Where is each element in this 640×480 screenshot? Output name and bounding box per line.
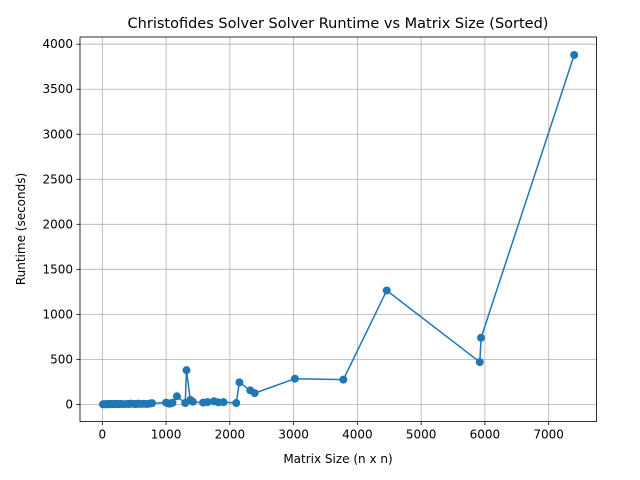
y-tick-label: 500	[50, 352, 73, 366]
x-axis: 0 1000 2000 3000 4000 5000 6000 7000	[98, 421, 564, 442]
y-tick-label: 0	[65, 397, 73, 411]
data-point	[339, 375, 348, 384]
data-point	[219, 398, 228, 407]
x-tick-label: 0	[98, 428, 106, 442]
y-tick-label: 2000	[42, 217, 73, 231]
x-tick-label: 1000	[151, 428, 182, 442]
data-point	[188, 397, 197, 406]
plot-area-frame	[79, 36, 597, 422]
x-tick-label: 5000	[406, 428, 437, 442]
data-point	[250, 389, 259, 398]
data-point	[235, 378, 244, 387]
data-point	[148, 399, 157, 408]
data-point	[172, 392, 181, 401]
series-runtime	[98, 51, 579, 409]
data-point	[168, 398, 177, 407]
y-tick-label: 1000	[42, 307, 73, 321]
y-tick-label: 2500	[42, 172, 73, 186]
y-tick-label: 1500	[42, 262, 73, 276]
x-tick-label: 2000	[215, 428, 246, 442]
grid-lines	[80, 37, 597, 422]
x-tick-label: 6000	[470, 428, 501, 442]
y-axis-label: Runtime (seconds)	[14, 173, 28, 285]
x-tick-label: 7000	[533, 428, 564, 442]
data-point	[475, 358, 484, 367]
data-point	[203, 398, 212, 407]
series-line	[102, 54, 575, 406]
y-tick-label: 3500	[42, 82, 73, 96]
data-point	[232, 399, 241, 408]
y-axis: 0 500 1000 1500 2000 2500 3000 3500 4000	[42, 37, 80, 411]
data-point	[290, 374, 299, 383]
data-point	[382, 286, 391, 295]
x-tick-label: 3000	[278, 428, 309, 442]
y-tick-label: 4000	[42, 37, 73, 51]
chart-title: Christofides Solver Solver Runtime vs Ma…	[128, 16, 549, 32]
data-point	[477, 333, 486, 342]
data-point	[570, 51, 579, 60]
y-tick-label: 3000	[42, 127, 73, 141]
x-axis-label: Matrix Size (n x n)	[283, 452, 392, 466]
data-point	[182, 366, 191, 375]
x-tick-label: 4000	[342, 428, 373, 442]
